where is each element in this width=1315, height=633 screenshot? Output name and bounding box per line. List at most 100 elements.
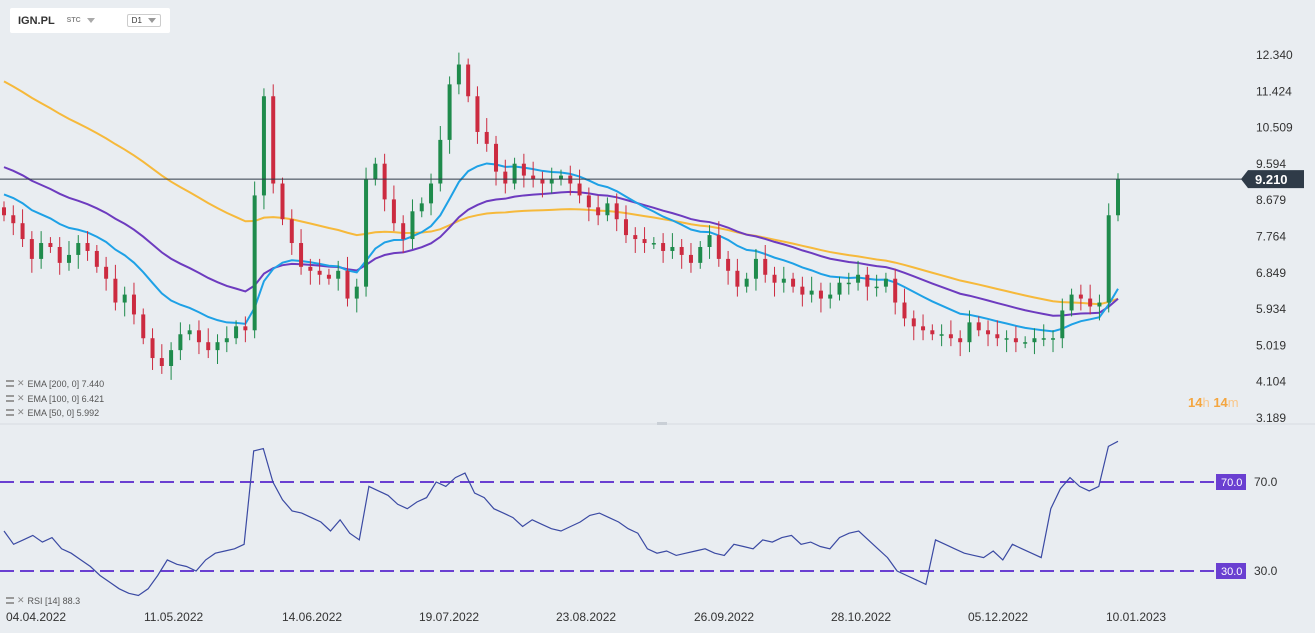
timeframe-chevron-icon: [147, 18, 156, 23]
candle-body: [1060, 310, 1065, 339]
candle-body: [178, 334, 183, 351]
candle-body: [856, 274, 861, 283]
candle-body: [679, 246, 684, 255]
close-icon[interactable]: ✕: [17, 407, 25, 417]
candle-body: [531, 175, 536, 180]
rsi-level-badge: [1216, 563, 1246, 579]
candle-body: [596, 207, 601, 216]
candle-body: [837, 282, 842, 295]
countdown-hours: 14: [1188, 395, 1203, 410]
candle-body: [688, 254, 693, 263]
hamburger-icon[interactable]: [6, 380, 14, 387]
candle-body: [726, 258, 731, 271]
candle-body: [169, 350, 174, 366]
chevron-down-icon[interactable]: [86, 18, 95, 23]
legend-ema50[interactable]: ✕ EMA [50, 0] 5.992: [6, 407, 99, 418]
ema100-line: [3, 166, 1119, 317]
candle-body: [113, 278, 118, 303]
candle-body: [1032, 338, 1037, 343]
candle-body: [605, 203, 610, 216]
candle-body: [1116, 179, 1120, 216]
candle-body: [1069, 294, 1074, 311]
candle-body: [429, 183, 434, 204]
candle-body: [809, 290, 814, 295]
date-tick-label: 23.08.2022: [556, 610, 616, 624]
candle-body: [716, 235, 721, 259]
candle-body: [475, 96, 480, 132]
price-tick-label: 11.424: [1256, 84, 1292, 98]
candle-body: [540, 179, 545, 184]
date-tick-label: 26.09.2022: [694, 610, 754, 624]
close-icon[interactable]: ✕: [17, 595, 25, 605]
candle-body: [633, 235, 638, 240]
date-tick-label: 14.06.2022: [282, 610, 342, 624]
candle-body: [976, 322, 981, 331]
candle-body: [865, 274, 870, 287]
hamburger-icon[interactable]: [6, 597, 14, 604]
symbol-label[interactable]: IGN.PL: [18, 14, 55, 27]
candle-body: [846, 282, 851, 285]
candle-body: [11, 215, 16, 224]
candle-body: [1023, 342, 1028, 344]
candle-body: [1097, 302, 1102, 307]
candle-body: [271, 96, 276, 184]
candle-body: [215, 342, 220, 351]
countdown-h: h: [1202, 395, 1210, 410]
candle-body: [85, 243, 90, 251]
candle-body: [150, 338, 155, 359]
candle-body: [521, 163, 526, 176]
hamburger-icon[interactable]: [6, 395, 14, 402]
candle-body: [326, 274, 331, 279]
candle-body: [336, 270, 341, 279]
candle-body: [930, 330, 935, 335]
candle-body: [419, 203, 424, 212]
candle-body: [800, 286, 805, 295]
candle-body: [382, 163, 387, 200]
pane-resize-handle: [657, 422, 667, 425]
candle-body: [29, 239, 34, 259]
rsi-axis-label: 30.0: [1254, 564, 1278, 578]
close-icon[interactable]: ✕: [17, 378, 25, 388]
rsi-line: [3, 440, 1119, 597]
price-tick-label: 8.679: [1256, 193, 1286, 207]
candle-body: [623, 219, 628, 236]
candle-body: [187, 330, 192, 335]
candle-body: [911, 318, 916, 327]
symbol-toolbar[interactable]: IGN.PL STC D1: [10, 8, 170, 33]
date-tick-label: 28.10.2022: [831, 610, 891, 624]
candle-body: [1106, 215, 1111, 303]
candle-body: [299, 243, 304, 267]
candle-body: [48, 243, 53, 247]
date-tick-label: 11.05.2022: [144, 610, 203, 624]
legend-ema100[interactable]: ✕ EMA [100, 0] 6.421: [6, 393, 104, 404]
timeframe-select[interactable]: D1: [126, 14, 161, 27]
candle-body: [224, 338, 229, 343]
candle-body: [354, 286, 359, 299]
legend-rsi[interactable]: ✕ RSI [14] 88.3: [6, 595, 80, 606]
candle-body: [902, 302, 907, 319]
close-icon[interactable]: ✕: [17, 393, 25, 403]
candle-body: [66, 254, 71, 263]
candle-body: [772, 274, 777, 283]
rsi-level-badge: [1216, 474, 1246, 490]
candle-body: [252, 195, 257, 331]
hamburger-icon[interactable]: [6, 409, 14, 416]
candle-body: [494, 143, 499, 172]
candle-body: [818, 290, 823, 299]
ema100-label: EMA [100, 0] 6.421: [27, 393, 105, 404]
candle-body: [1041, 338, 1046, 340]
candle-body: [503, 171, 508, 184]
candle-body: [141, 314, 146, 339]
candle-body: [512, 163, 517, 184]
candle-body: [438, 139, 443, 184]
price-tick-label: 6.849: [1256, 266, 1286, 280]
candle-body: [753, 258, 758, 279]
ema200-line: [3, 80, 1119, 306]
candle-body: [1004, 338, 1009, 340]
exchange-label: STC: [66, 17, 81, 24]
current-price-label: 9.210: [1255, 172, 1288, 187]
candle-body: [883, 278, 888, 287]
legend-ema200[interactable]: ✕ EMA [200, 0] 7.440: [6, 378, 104, 389]
